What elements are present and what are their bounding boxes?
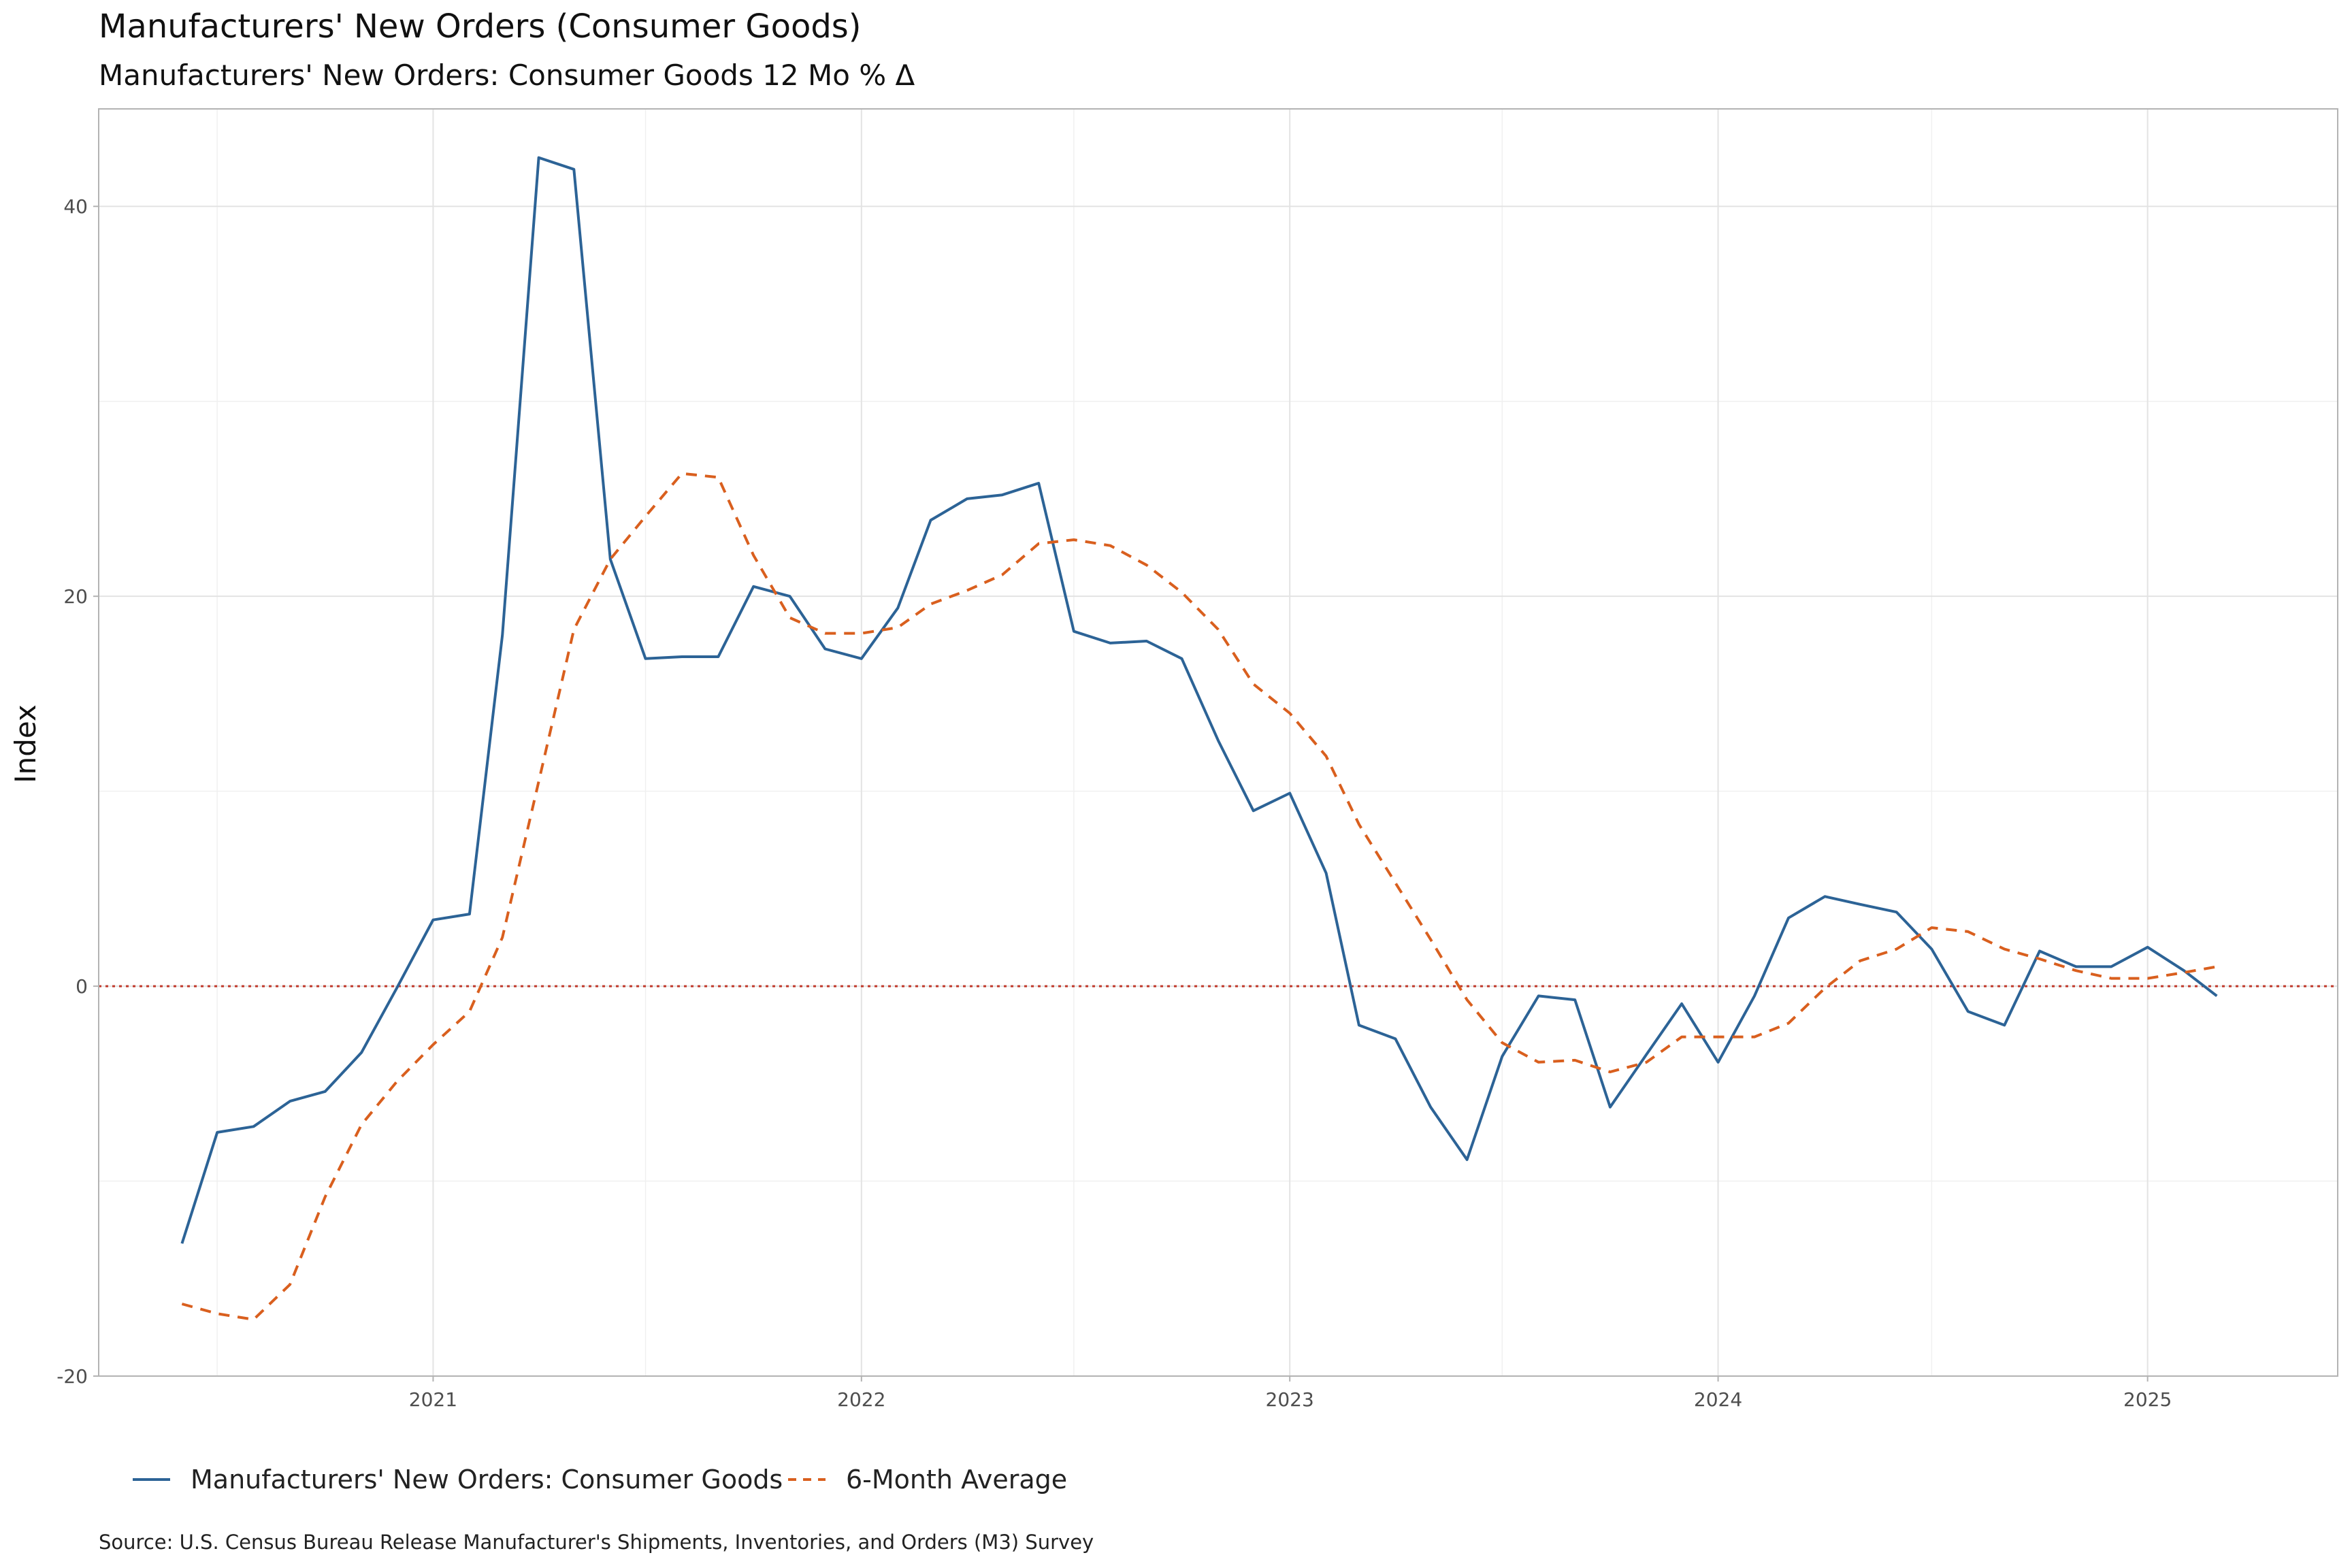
legend-label-6-month-average: 6-Month Average	[846, 1465, 1067, 1494]
x-axis-ticks: 2021 2022 2023 2024 2025	[409, 1376, 2172, 1411]
x-tick-label: 2023	[1266, 1388, 1314, 1411]
x-tick-label: 2022	[837, 1388, 885, 1411]
y-axis-ticks: -20 0 20 40	[56, 195, 99, 1388]
y-tick-label: 40	[63, 195, 88, 218]
x-tick-label: 2024	[1694, 1388, 1742, 1411]
plot-panel-border	[98, 108, 2338, 1377]
source-caption: Source: U.S. Census Bureau Release Manuf…	[99, 1531, 1094, 1554]
y-tick-label: 20	[63, 585, 88, 608]
x-tick-label: 2025	[2123, 1388, 2172, 1411]
legend-label-new-orders: Manufacturers' New Orders: Consumer Good…	[191, 1465, 783, 1494]
legend: Manufacturers' New Orders: Consumer Good…	[133, 1465, 1067, 1494]
series-line-6-month-average	[181, 472, 2217, 1321]
x-tick-label: 2021	[409, 1388, 457, 1411]
y-tick-label: 0	[76, 975, 88, 998]
series-line-new-orders	[180, 156, 2218, 1244]
chart-subtitle: Manufacturers' New Orders: Consumer Good…	[99, 59, 915, 92]
chart-title: Manufacturers' New Orders (Consumer Good…	[99, 7, 862, 46]
y-tick-label: -20	[56, 1365, 88, 1388]
y-axis-label: Index	[9, 704, 42, 783]
series-lines	[180, 156, 2218, 1321]
